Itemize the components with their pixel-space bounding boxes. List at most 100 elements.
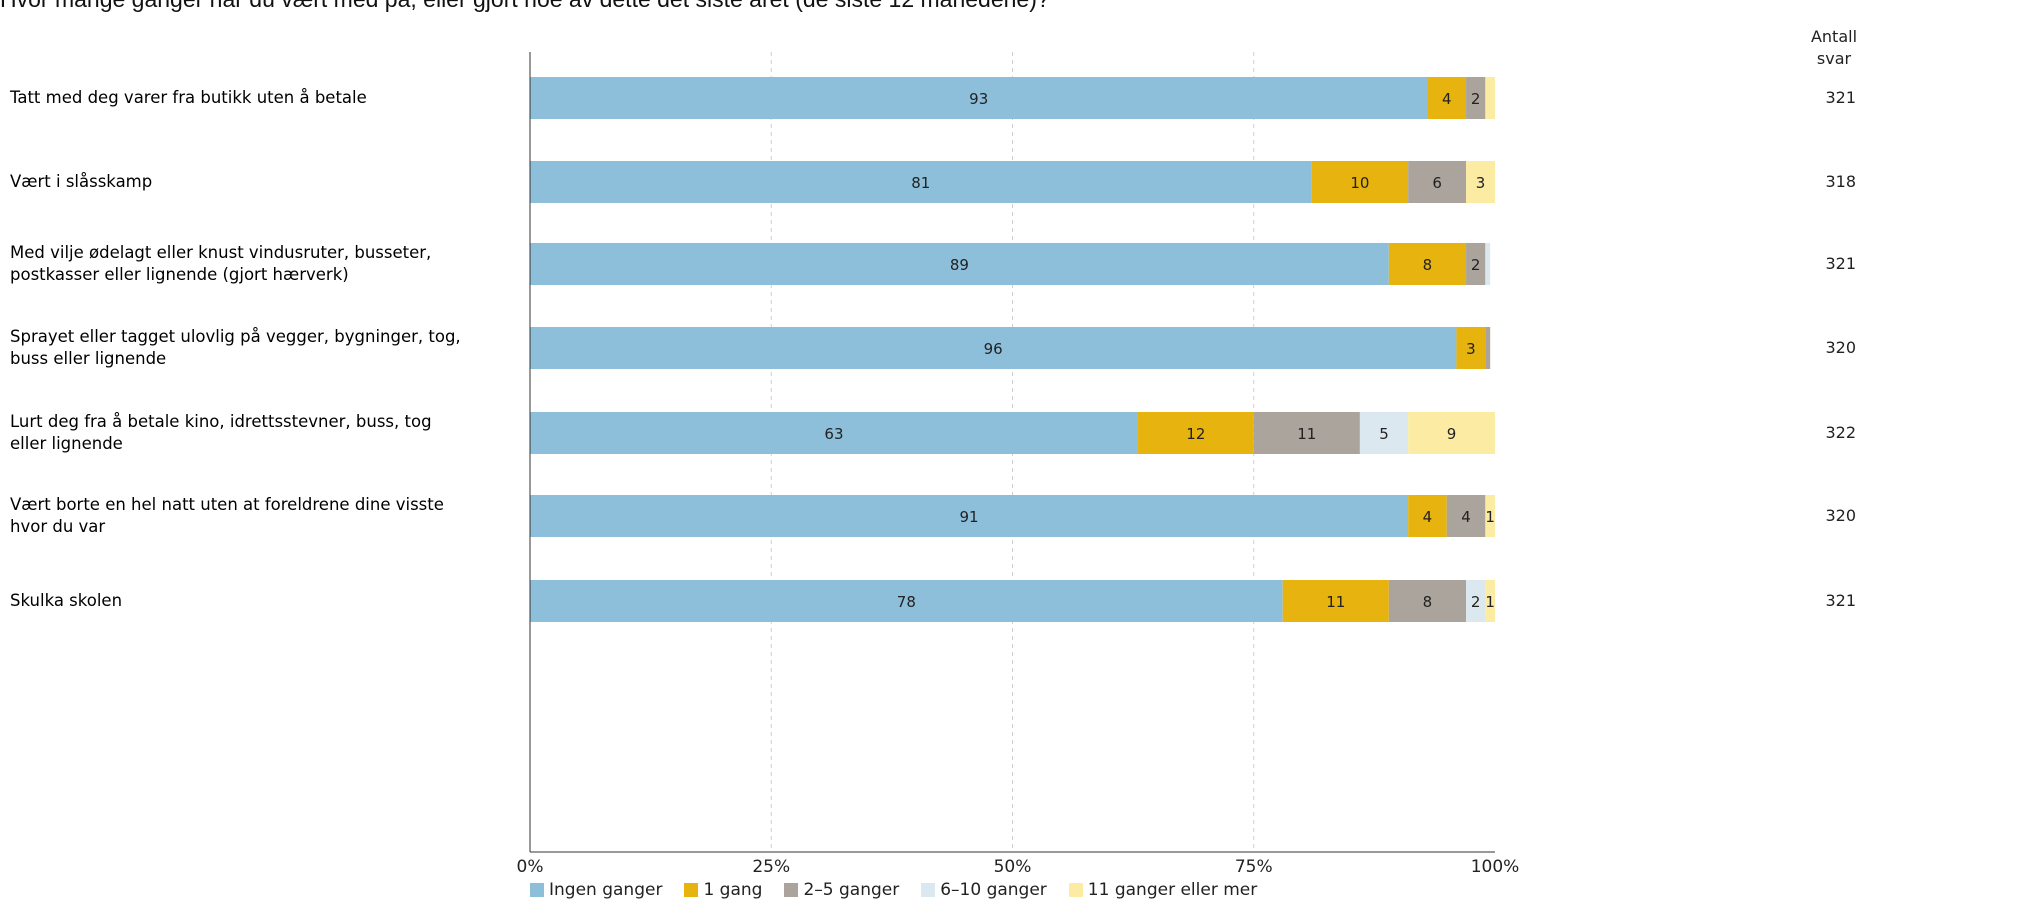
bar-segment (530, 327, 1457, 369)
bar-segment (1466, 243, 1486, 285)
category-label: Sprayet eller tagget ulovlig på vegger, … (10, 326, 510, 370)
bar-value-label: 5 (1379, 425, 1389, 443)
bar-value-label: 6 (1432, 174, 1442, 192)
bar-value-label: 81 (911, 174, 930, 192)
legend-label: 11 ganger eller mer (1087, 880, 1258, 900)
legend-label: 6–10 ganger (940, 880, 1047, 900)
legend-swatch (784, 883, 799, 897)
bar-value-label: 2 (1471, 256, 1481, 274)
bar-value-label: 1 (1485, 508, 1495, 526)
bar-value-label: 4 (1461, 508, 1471, 526)
bar-segment (1466, 580, 1486, 622)
bar-segment (1485, 327, 1491, 369)
n-value: 321 (1825, 591, 1856, 610)
bar-value-label: 1 (1485, 593, 1495, 611)
category-label-line: Sprayet eller tagget ulovlig på vegger, … (10, 327, 461, 346)
bar-value-label: 8 (1423, 256, 1433, 274)
bar-value-label: 12 (1186, 425, 1205, 443)
bar-segment (1485, 77, 1495, 119)
bar-segment (1456, 327, 1486, 369)
legend-item: 2–5 ganger (784, 880, 899, 900)
bar-segment (1253, 412, 1360, 454)
n-header: Antall svar (1799, 26, 1869, 70)
legend-label: Ingen ganger (549, 880, 663, 900)
n-value: 322 (1825, 423, 1856, 442)
bar-value-label: 2 (1471, 593, 1481, 611)
bar-segment (1408, 495, 1447, 537)
x-tick-label: 50% (994, 857, 1032, 877)
category-label-line: Vært i slåsskamp (10, 172, 153, 191)
bar-value-label: 11 (1326, 593, 1345, 611)
bar-value-label: 3 (1476, 174, 1486, 192)
legend: Ingen ganger 1 gang 2–5 ganger 6–10 ganger 1… (530, 880, 1279, 900)
bar-segment (1408, 412, 1495, 454)
n-value: 321 (1825, 88, 1856, 107)
category-label: Med vilje ødelagt eller knust vindusrute… (10, 242, 510, 286)
bar-segment (1359, 412, 1409, 454)
bar-value-label: 9 (1447, 425, 1457, 443)
bar-segment (530, 77, 1428, 119)
category-label-line: Vært borte en hel natt uten at foreldren… (10, 495, 444, 514)
bar-segment (1137, 412, 1254, 454)
bar-segment (1446, 495, 1486, 537)
bar-segment (1485, 495, 1495, 537)
bar-value-label: 96 (984, 340, 1003, 358)
bar-segment (530, 243, 1389, 285)
bar-value-label: 89 (950, 256, 969, 274)
legend-item: Ingen ganger (530, 880, 662, 900)
legend-label: 1 gang (703, 880, 763, 900)
bar-value-label: 91 (960, 508, 979, 526)
category-label-line: Skulka skolen (10, 591, 123, 610)
category-label: Tatt med deg varer fra butikk uten å bet… (10, 87, 510, 109)
category-label-line: buss eller lignende (10, 349, 167, 368)
bar-segment (530, 412, 1138, 454)
bar-value-label: 93 (969, 90, 988, 108)
category-label: Vært i slåsskamp (10, 171, 510, 193)
bar-segment (1466, 161, 1495, 203)
bar-value-label: 10 (1350, 174, 1369, 192)
n-value: 321 (1825, 254, 1856, 273)
category-label-line: postkasser eller lignende (gjort hærverk… (10, 265, 349, 284)
x-tick-label: 75% (1235, 857, 1273, 877)
bar-value-label: 78 (897, 593, 916, 611)
category-label-line: Med vilje ødelagt eller knust vindusrute… (10, 243, 432, 262)
category-label-line: Tatt med deg varer fra butikk uten å bet… (10, 88, 367, 107)
bar-segment (1388, 580, 1467, 622)
bar-value-label: 4 (1423, 508, 1433, 526)
n-value: 318 (1825, 172, 1856, 191)
legend-item: 11 ganger eller mer (1068, 880, 1258, 900)
bar-segment (1485, 580, 1495, 622)
category-label-line: hvor du var (10, 517, 106, 536)
bar-segment (530, 580, 1283, 622)
bar-segment (1466, 77, 1486, 119)
category-label: Vært borte en hel natt uten at foreldren… (10, 494, 510, 538)
bar-segment (1311, 161, 1409, 203)
n-value: 320 (1825, 338, 1856, 357)
bar-segment (530, 161, 1312, 203)
bar-segment (1388, 243, 1467, 285)
category-label-line: Lurt deg fra å betale kino, idrettsstevn… (10, 412, 432, 431)
bar-value-label: 8 (1423, 593, 1433, 611)
n-header-line-2: svar (1816, 49, 1852, 68)
chart-question: Hvor mange ganger har du vært med på, el… (0, 0, 1050, 13)
category-label: Skulka skolen (10, 590, 510, 612)
bar-value-label: 11 (1297, 425, 1316, 443)
category-label-line: eller lignende (10, 434, 123, 453)
bar-segment (1427, 77, 1467, 119)
x-tick-label: 0% (517, 857, 544, 877)
bar-segment (1408, 161, 1467, 203)
bar-segment (1485, 243, 1491, 285)
n-header-line-1: Antall (1810, 27, 1858, 46)
legend-item: 1 gang (684, 880, 762, 900)
legend-swatch (921, 883, 936, 897)
bar-value-label: 63 (824, 425, 843, 443)
x-tick-label: 25% (752, 857, 790, 877)
bar-segment (530, 495, 1409, 537)
legend-label: 2–5 ganger (803, 880, 900, 900)
bar-value-label: 2 (1471, 90, 1481, 108)
legend-item: 6–10 ganger (921, 880, 1047, 900)
legend-swatch (1068, 883, 1083, 897)
category-label: Lurt deg fra å betale kino, idrettsstevn… (10, 411, 510, 455)
